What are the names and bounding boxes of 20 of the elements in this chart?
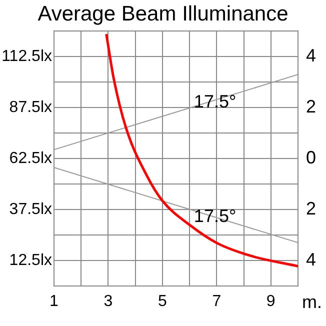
y2-tick-label: 2 bbox=[306, 198, 316, 219]
y2-tick-label: 4 bbox=[306, 249, 316, 270]
x-tick-label: 7 bbox=[212, 293, 222, 310]
annotation: 17.5° bbox=[194, 92, 236, 112]
y2-tick-label: 2 bbox=[306, 96, 316, 117]
y2-tick-label: 0 bbox=[306, 148, 316, 168]
x-axis-title: m. bbox=[302, 292, 322, 312]
chart-title: Average Beam Illuminance bbox=[38, 2, 288, 26]
y-tick-label: 62.5lx bbox=[9, 150, 52, 168]
annotation: 17.5° bbox=[194, 206, 236, 226]
y-tick-label: 12.5lx bbox=[9, 252, 52, 269]
x-tick-label: 9 bbox=[266, 293, 276, 310]
line-series bbox=[105, 32, 298, 268]
y2-tick-label: 4 bbox=[306, 46, 316, 66]
y-tick-label: 37.5lx bbox=[9, 200, 52, 218]
x-tick-label: 1 bbox=[50, 293, 59, 310]
y-tick-label: 112.5lx bbox=[2, 48, 52, 66]
x-tick-label: 3 bbox=[104, 293, 113, 310]
x-tick-label: 5 bbox=[158, 293, 167, 310]
y-tick-label: 87.5lx bbox=[9, 99, 52, 116]
